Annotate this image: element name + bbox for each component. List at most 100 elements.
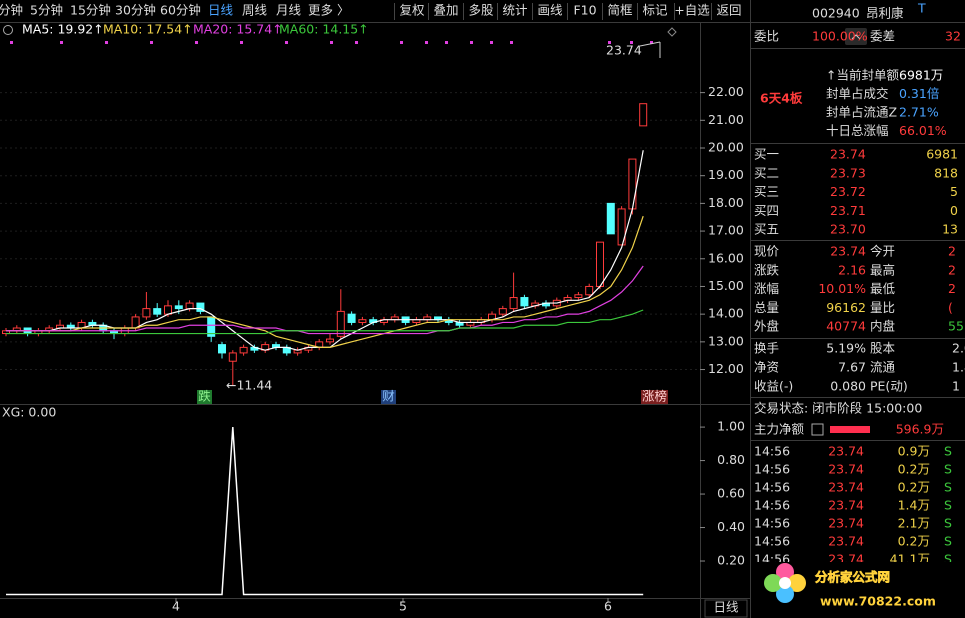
stock-name: 昂利康 <box>866 6 904 21</box>
y-tick-label: 16.00 <box>708 250 744 265</box>
trade-side: S <box>944 534 952 549</box>
y-tick-label: 15.00 <box>708 278 744 293</box>
y-tick-label: 21.00 <box>708 112 744 127</box>
board-value: 2.71% <box>899 105 939 120</box>
flow-icon[interactable] <box>811 423 824 436</box>
stat-value: 23.74 <box>830 244 866 259</box>
field-value: 32 <box>945 29 961 44</box>
period-label[interactable]: 日线 <box>713 600 739 615</box>
stat-label: 收益(-) <box>754 379 793 394</box>
toolbar-button[interactable]: 统计 <box>502 3 527 18</box>
pattern-dot <box>10 41 13 44</box>
candle-body <box>174 305 183 310</box>
candle-body <box>153 308 162 315</box>
candle-body <box>196 302 205 312</box>
toolbar-button[interactable]: 画线 <box>537 3 563 18</box>
pattern-dot <box>195 41 198 44</box>
trade-side: S <box>944 462 952 477</box>
period-tab[interactable]: 月线 <box>276 3 302 18</box>
order-level: 买五 <box>754 222 779 237</box>
period-tab[interactable]: 分钟 <box>0 3 23 18</box>
candle-body <box>228 352 237 362</box>
high-annotation: 23.74 <box>606 43 642 58</box>
period-tab[interactable]: 周线 <box>242 3 268 18</box>
board-value: 66.01% <box>899 123 947 138</box>
period-tab[interactable]: 30分钟 <box>115 3 156 18</box>
ma-line <box>6 215 644 348</box>
trade-volume: 1.4万 <box>898 498 930 513</box>
board-streak: 6天4板 <box>760 91 803 106</box>
legend-icon[interactable] <box>3 25 13 35</box>
candle-body <box>628 158 637 210</box>
stat-value: 1 <box>952 379 960 394</box>
candle-body <box>606 202 615 235</box>
toolbar-button[interactable]: 简框 <box>607 3 633 18</box>
board-value: 0.31倍 <box>899 86 939 101</box>
toolbar-button[interactable]: F10 <box>573 3 596 18</box>
candle-body <box>336 310 345 337</box>
indicator-line <box>6 427 644 596</box>
stat-label: 今开 <box>870 244 895 259</box>
trade-price: 23.74 <box>828 498 864 513</box>
legend-entry: MA5: 19.92↑ <box>22 22 104 37</box>
stat-label: 总量 <box>754 300 779 315</box>
toolbar-button[interactable]: 多股 <box>468 3 494 18</box>
stock-mark: T <box>917 1 926 16</box>
logo-petal <box>776 585 794 603</box>
trade-side: S <box>944 516 952 531</box>
period-tab[interactable]: 更多 〉 <box>308 3 349 18</box>
y-tick-label: 0.20 <box>717 553 745 568</box>
stat-label: 换手 <box>754 341 779 356</box>
period-tab[interactable]: 15分钟 <box>70 3 111 18</box>
y-tick-label: 12.00 <box>708 361 744 376</box>
order-price: 23.73 <box>830 165 866 180</box>
candle-body <box>617 208 626 246</box>
order-price: 23.71 <box>830 203 866 218</box>
board-label: 十日总涨幅 <box>826 123 889 138</box>
wb-toggle[interactable] <box>845 28 867 45</box>
period-box[interactable] <box>704 599 748 618</box>
order-level: 买二 <box>754 165 779 180</box>
period-tab[interactable]: 5分钟 <box>30 3 63 18</box>
candle-body <box>585 285 594 296</box>
signal-label: 涨榜 <box>642 389 667 404</box>
low-annotation: ←11.44 <box>226 378 272 393</box>
stat-label: 最低 <box>870 281 896 296</box>
stat-value: 2 <box>948 262 956 277</box>
pattern-dot <box>425 41 428 44</box>
trade-side: S <box>944 552 952 567</box>
stat-value: 10.01% <box>818 281 866 296</box>
toolbar-button[interactable]: 返回 <box>716 3 741 18</box>
toolbar-button[interactable]: +自选 <box>674 3 710 18</box>
stat-label: 涨幅 <box>754 281 779 296</box>
period-tab[interactable]: 日线 <box>208 3 234 18</box>
period-tab[interactable]: 60分钟 <box>160 3 201 18</box>
trade-price: 23.74 <box>828 462 864 477</box>
candle-body <box>347 313 356 323</box>
toolbar-button[interactable]: 标记 <box>642 3 668 18</box>
order-volume: 818 <box>934 165 958 180</box>
y-tick-label: 0.80 <box>717 452 745 467</box>
candle-body <box>358 319 367 323</box>
candle-body <box>509 297 518 310</box>
trade-volume: 0.9万 <box>898 444 930 459</box>
stat-value: 55 <box>948 319 964 334</box>
trade-time: 14:56 <box>754 498 790 513</box>
toolbar-button[interactable]: 复权 <box>399 3 425 18</box>
stat-label: PE(动) <box>870 379 908 394</box>
order-price: 23.70 <box>830 222 866 237</box>
stat-value: 5.19% <box>826 341 866 356</box>
stat-value: 2.0 <box>952 341 965 356</box>
field-value: 100.00% <box>812 29 868 44</box>
corner-icon[interactable] <box>667 27 677 37</box>
toolbar-button[interactable]: 叠加 <box>433 3 458 18</box>
trade-price: 23.74 <box>828 444 864 459</box>
trade-time: 14:56 <box>754 444 790 459</box>
logo <box>764 563 806 603</box>
trade-time: 14:56 <box>754 462 790 477</box>
trade-status: 交易状态: 闭市阶段 15:00:00 <box>754 401 922 416</box>
logo-petal <box>788 574 806 592</box>
stat-label: 外盘 <box>754 319 779 334</box>
signal-badge <box>381 390 396 404</box>
ma-line <box>6 265 644 335</box>
